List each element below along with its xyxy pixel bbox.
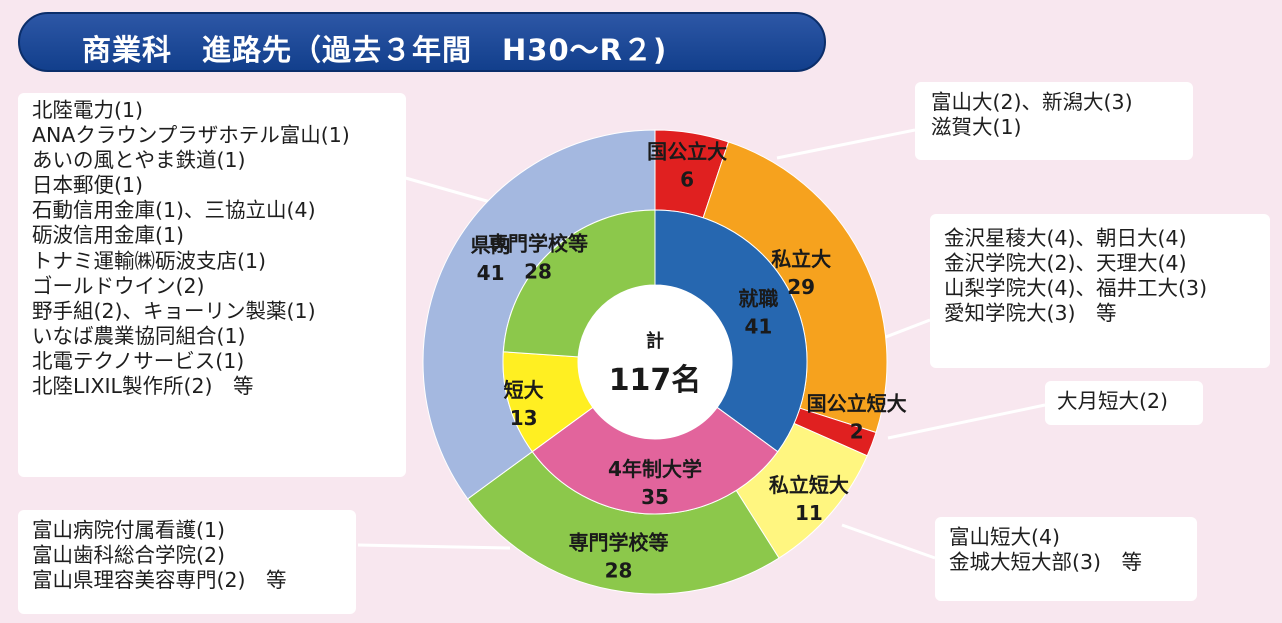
callout-item: 北電テクノサービス(1) bbox=[32, 348, 245, 373]
segment-value: 28 bbox=[524, 259, 552, 283]
callout-item: 野手組(2)、キョーリン製薬(1) bbox=[32, 298, 316, 323]
callout-item: 北陸LIXIL製作所(2) 等 bbox=[32, 374, 254, 399]
segment-value: 11 bbox=[795, 501, 823, 525]
callout-item: 富山歯科総合学院(2) bbox=[32, 543, 226, 568]
private-jc-callout: 富山短大(4) 金城大短大部(3) 等 bbox=[935, 517, 1197, 601]
segment-label: 国公立大 bbox=[647, 140, 727, 164]
inner-ring bbox=[502, 209, 808, 515]
segment-label: 専門学校等 bbox=[488, 231, 588, 255]
callout-item: 愛知学院大(3) 等 bbox=[944, 301, 1117, 326]
callout-item: 富山県理容美容専門(2) 等 bbox=[32, 568, 287, 593]
callout-item: 金沢学院大(2)、天理大(4) bbox=[944, 251, 1187, 276]
segment-value: 28 bbox=[605, 559, 633, 583]
national-jc-callout: 大月短大(2) bbox=[1045, 381, 1203, 425]
total-value: 117名 bbox=[609, 363, 702, 398]
private-univ-callout: 金沢星稜大(4)、朝日大(4) 金沢学院大(2)、天理大(4) 山梨学院大(4)、福… bbox=[930, 214, 1270, 368]
outer-ring bbox=[422, 129, 888, 595]
employment-callout: 北陸電力(1) ANAクラウンプラザホテル富山(1) あいの風とやま鉄道(1) 日本郵… bbox=[18, 93, 406, 477]
callout-item: 日本郵便(1) bbox=[32, 173, 144, 198]
callout-item: いなば農業協同組合(1) bbox=[32, 323, 246, 348]
segment-value: 35 bbox=[641, 485, 669, 509]
callout-item: 金城大短大部(3) 等 bbox=[949, 550, 1143, 575]
segment-labels: 就職 41 4年制大学 35 短大 13 専門学校等 28 国公立大 6 私立大 29 国公立短大 2 私立… bbox=[471, 140, 907, 583]
segment-label: 短大 bbox=[504, 378, 544, 402]
segment-label: 県内 bbox=[471, 233, 511, 257]
callout-item: 山梨学院大(4)、福井工大(3) bbox=[944, 276, 1208, 301]
page-title: 商業科 進路先（過去３年間 H30〜R２) bbox=[82, 33, 668, 67]
national-univ-callout: 富山大(2)、新潟大(3) 滋賀大(1) bbox=[915, 82, 1193, 160]
segment-value: 2 bbox=[850, 420, 864, 444]
callout-item: ゴールドウイン(2) bbox=[32, 273, 205, 298]
callout-item: 富山病院付属看護(1) bbox=[32, 518, 226, 542]
callout-item: 富山大(2)、新潟大(3) bbox=[931, 90, 1133, 114]
inner-segment-2 bbox=[531, 406, 779, 515]
callout-item: 滋賀大(1) bbox=[931, 115, 1022, 140]
callout-item: トナミ運輸㈱砺波支店(1) bbox=[32, 248, 267, 273]
segment-label: 私立短大 bbox=[769, 473, 849, 497]
segment-value: 41 bbox=[745, 314, 773, 338]
segment-label: 私立大 bbox=[771, 247, 831, 271]
segment-label: 4年制大学 bbox=[608, 457, 702, 481]
leader-line bbox=[776, 128, 916, 160]
segment-value: 41 bbox=[477, 261, 505, 285]
callout-item: 富山短大(4) bbox=[949, 525, 1061, 549]
callout-item: 石動信用金庫(1)、三協立山(4) bbox=[32, 198, 316, 223]
segment-value: 6 bbox=[680, 168, 694, 192]
leader-line bbox=[841, 523, 936, 560]
total-label: 計 bbox=[646, 330, 664, 352]
callout-item: 金沢星稜大(4)、朝日大(4) bbox=[944, 226, 1187, 250]
center-hole bbox=[578, 285, 732, 439]
segment-label: 就職 bbox=[738, 286, 778, 310]
callout-item: 砺波信用金庫(1) bbox=[32, 223, 185, 248]
segment-value: 13 bbox=[510, 406, 538, 430]
callout-item: ANAクラウンプラザホテル富山(1) bbox=[32, 123, 350, 148]
vocational-callout: 富山病院付属看護(1) 富山歯科総合学院(2) 富山県理容美容専門(2) 等 bbox=[18, 510, 356, 614]
leader-line bbox=[887, 403, 1046, 440]
segment-value: 29 bbox=[787, 275, 815, 299]
callout-item: 大月短大(2) bbox=[1057, 389, 1169, 413]
segment-label: 国公立短大 bbox=[807, 392, 907, 416]
segment-label: 専門学校等 bbox=[569, 531, 669, 555]
callout-item: あいの風とやま鉄道(1) bbox=[32, 148, 246, 173]
title-banner: 商業科 進路先（過去３年間 H30〜R２) bbox=[18, 12, 826, 72]
callout-item: 北陸電力(1) bbox=[32, 98, 144, 122]
leader-line bbox=[357, 543, 511, 550]
